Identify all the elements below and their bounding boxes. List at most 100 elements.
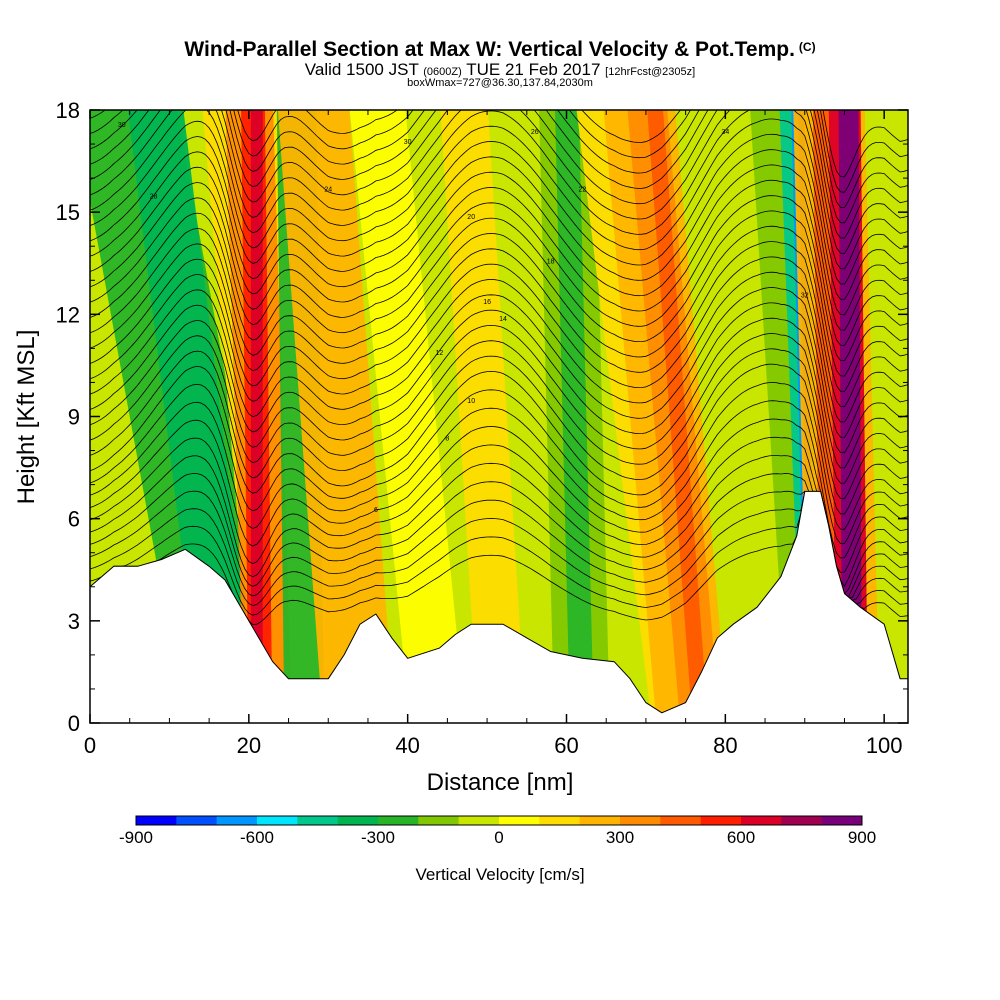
y-tick-label-15: 15 [56, 200, 80, 225]
theta-label-3: 26 [531, 129, 539, 136]
y-tick-label-9: 9 [68, 405, 80, 430]
theta-label-4: 24 [324, 187, 332, 194]
isentrope-25 [90, 133, 908, 300]
chart-subtitle: Valid 1500 JST (0600Z) TUE 21 Feb 2017 [… [304, 60, 696, 79]
y-axis-label: Height [Kft MSL] [13, 330, 40, 505]
y-tick-label-12: 12 [56, 302, 80, 327]
colorbar-swatch-12 [620, 816, 661, 825]
isentrope-10 [90, 363, 908, 530]
isentrope-27 [90, 110, 908, 270]
colorbar-tick-label-5: 600 [727, 828, 755, 847]
isentrope-15 [90, 287, 908, 454]
velocity-band-9 [440, 110, 526, 723]
isentrope-7 [90, 418, 908, 573]
theta-label-11: 10 [467, 398, 475, 405]
x-axis-label: Distance [nm] [427, 769, 574, 796]
colorbar-swatch-4 [297, 816, 338, 825]
theta-label-10: 12 [436, 350, 444, 357]
colorbar-swatch-16 [781, 816, 822, 825]
colorbar-swatch-3 [257, 816, 298, 825]
x-tick-label-100: 100 [866, 733, 903, 758]
x-tick-label-20: 20 [237, 733, 261, 758]
colorbar-tick-label-6: 900 [848, 828, 876, 847]
x-tick-label-80: 80 [713, 733, 737, 758]
colorbar-swatch-11 [579, 816, 621, 825]
theta-label-9: 14 [499, 316, 507, 323]
colorbar-tick-label-0: -900 [119, 828, 153, 847]
theta-label-15: 32 [801, 292, 809, 299]
colorbar-swatch-7 [418, 816, 459, 825]
isentrope-29 [90, 110, 908, 239]
colorbar-swatch-2 [216, 816, 258, 825]
velocity-band-16 [718, 110, 796, 723]
isentrope-8 [90, 400, 908, 559]
colorbar-tick-label-2: -300 [361, 828, 395, 847]
x-tick-label-40: 40 [395, 733, 419, 758]
isentrope-18 [90, 241, 908, 408]
colorbar-swatch-15 [741, 816, 782, 825]
theta-label-12: 8 [445, 435, 449, 442]
isentrope-3 [90, 490, 908, 598]
isentrope-5 [90, 455, 908, 595]
colorbar-label: Vertical Velocity [cm/s] [415, 865, 584, 884]
isentrope-14 [90, 302, 908, 469]
colorbar-tick-label-1: -600 [240, 828, 274, 847]
colorbar-swatch-14 [700, 816, 742, 825]
x-tick-label-60: 60 [554, 733, 578, 758]
colorbar-swatch-6 [378, 816, 419, 825]
isentrope-9 [90, 381, 908, 545]
isentrope-26 [90, 118, 908, 285]
colorbar-swatch-0 [136, 816, 177, 825]
isentrope-28 [90, 110, 908, 254]
colorbar-tick-label-3: 0 [494, 828, 503, 847]
x-tick-label-0: 0 [84, 733, 96, 758]
velocity-band-7 [277, 110, 395, 723]
colorbar-swatch-5 [337, 816, 379, 825]
axes: 0 20 40 60 80 100 0 3 6 9 12 15 18 [56, 98, 909, 758]
isentrope-1 [90, 491, 908, 616]
velocity-band-11 [555, 110, 594, 723]
chart-boxinfo: boxWmax=727@36.30,137.84,2030m [407, 77, 593, 89]
isentrope-23 [90, 164, 908, 331]
colorbar-swatch-1 [176, 816, 217, 825]
colorbar-swatch-9 [499, 816, 540, 825]
y-tick-label-3: 3 [68, 609, 80, 634]
theta-label-1: 30 [404, 139, 412, 146]
colorbar: -900 -600 -300 0 300 600 900 [119, 815, 876, 847]
y-tick-label-0: 0 [68, 711, 80, 736]
isentrope-21 [90, 195, 908, 362]
isentrope-4 [90, 473, 908, 598]
terrain [90, 490, 908, 723]
y-tick-label-18: 18 [56, 98, 80, 123]
velocity-band-8 [349, 110, 466, 723]
colorbar-swatch-13 [660, 816, 701, 825]
theta-label-2: 28 [150, 194, 158, 201]
theta-label-8: 16 [483, 299, 491, 306]
isentrope-0 [90, 491, 908, 626]
theta-label-7: 18 [547, 258, 555, 265]
isentrope-17 [90, 256, 908, 423]
chart-title: Wind-Parallel Section at Max W: Vertical… [184, 38, 816, 61]
theta-label-5: 22 [578, 187, 586, 194]
velocity-band-15 [647, 110, 709, 723]
colorbar-swatch-10 [539, 816, 580, 825]
plot-area: 30 30 28 26 24 22 20 18 16 14 12 10 8 6 34 32 [90, 110, 908, 723]
isentrope-13 [90, 317, 908, 484]
isentrope-2 [90, 491, 908, 606]
colorbar-tick-label-4: 300 [606, 828, 634, 847]
isentrope-11 [90, 348, 908, 515]
theta-label-14: 34 [721, 129, 729, 136]
isentrope-22 [90, 179, 908, 346]
y-tick-label-6: 6 [68, 507, 80, 532]
isentrope-6 [90, 436, 908, 587]
theta-label-13: 6 [374, 507, 378, 514]
colorbar-frame [135, 815, 863, 826]
isentrope-30 [90, 110, 908, 224]
theta-label-0: 30 [118, 122, 126, 129]
theta-label-6: 20 [467, 214, 475, 221]
isentrope-16 [90, 271, 908, 438]
isentrope-24 [90, 149, 908, 316]
isentrope-19 [90, 225, 908, 392]
isentrope-12 [90, 333, 908, 500]
